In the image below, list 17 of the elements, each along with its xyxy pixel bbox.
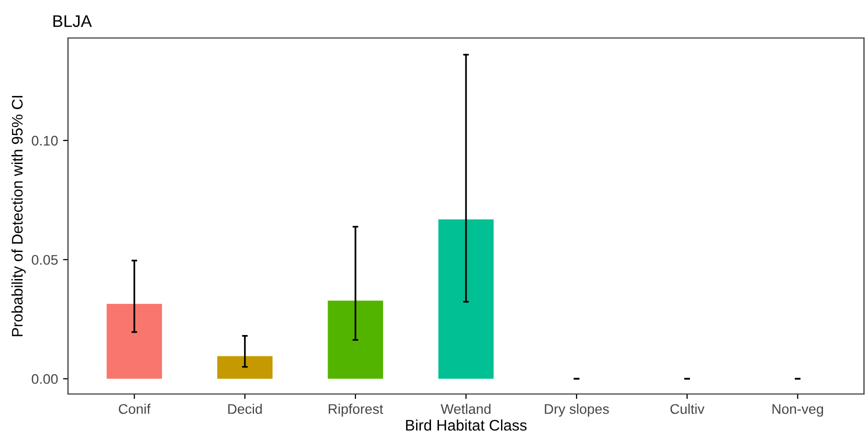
- x-tick-label: Conif: [118, 404, 151, 414]
- x-tick-label: Cultiv: [670, 404, 704, 414]
- x-tick-label: Wetland: [440, 404, 490, 414]
- y-tick-label: 0.00: [32, 374, 58, 384]
- y-axis-title: Probability of Detection with 95% CI: [11, 96, 26, 336]
- bar: [217, 356, 273, 379]
- bar: [328, 300, 384, 379]
- x-axis-title: Bird Habitat Class: [406, 419, 527, 431]
- y-tick-label: 0.10: [32, 136, 58, 146]
- y-tick-label: 0.05: [32, 254, 58, 265]
- x-tick-label: Non-veg: [772, 404, 824, 417]
- bar: [106, 304, 162, 379]
- x-tick-label: Dry slopes: [544, 404, 609, 417]
- chart-title: BLJA: [53, 15, 92, 28]
- bar: [438, 219, 494, 379]
- x-tick-label: Ripforest: [328, 404, 384, 417]
- x-tick-label: Decid: [228, 404, 262, 414]
